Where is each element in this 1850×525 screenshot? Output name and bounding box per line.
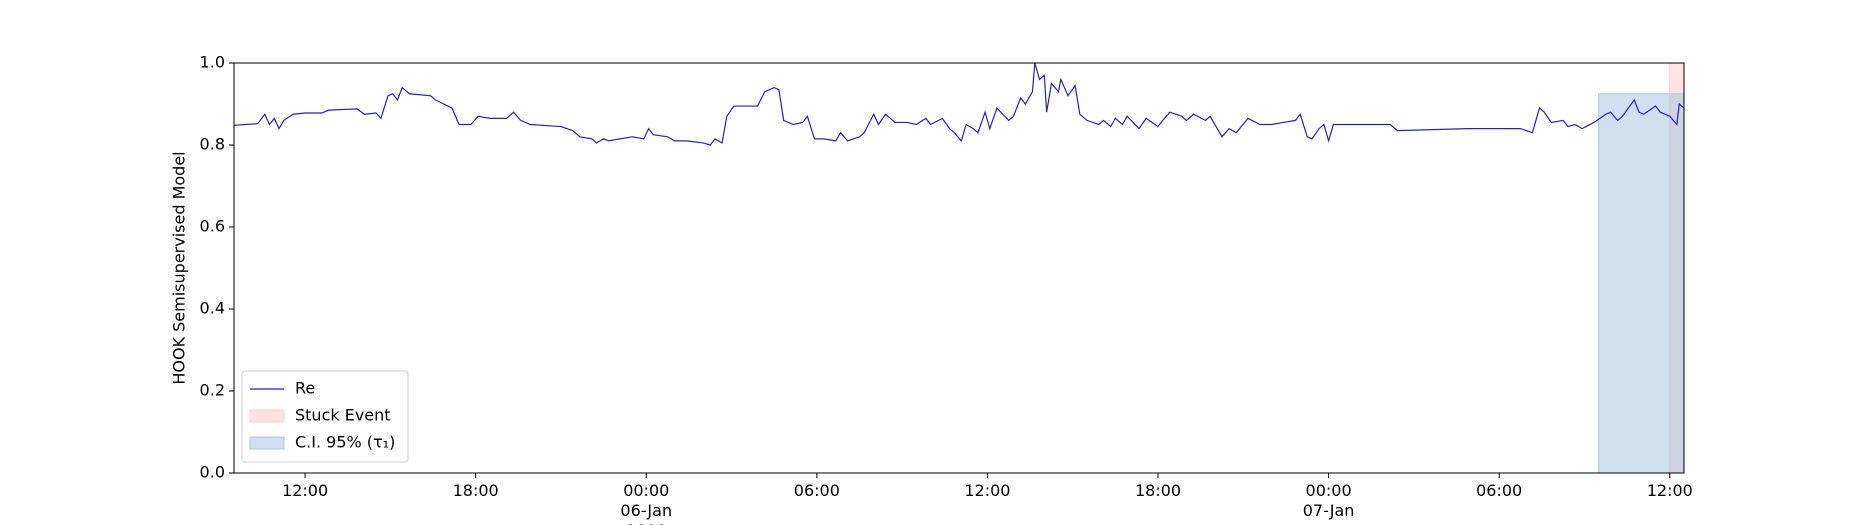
data-line: [233, 62, 1685, 146]
legend-label: Re: [295, 379, 315, 398]
axes-frame: [233, 62, 1685, 474]
y-tick-label: 0.6: [200, 217, 225, 236]
legend-patch: [249, 436, 285, 450]
legend-patch: [249, 409, 285, 423]
x-tick-label: 18:00: [452, 481, 499, 500]
y-tick-label: 1.0: [200, 53, 225, 72]
x-tick-label: 06:00: [1476, 481, 1523, 500]
legend-label: C.I. 95% (τ₁): [295, 433, 395, 452]
y-axis-label: HOOK Semisupervised Model: [170, 151, 189, 384]
y-tick-label: 0.2: [200, 381, 225, 400]
y-tick-label: 0.4: [200, 299, 225, 318]
x-tick-label: 00:00 07-Jan: [1302, 481, 1355, 520]
x-tick-label: 12:00: [1646, 481, 1693, 500]
y-tick-label: 0.8: [200, 135, 225, 154]
x-tick-label: 06:00: [793, 481, 840, 500]
legend-label: Stuck Event: [295, 406, 391, 425]
legend: Re Stuck Event C.I. 95% (τ₁): [241, 370, 409, 463]
span: [1598, 93, 1685, 474]
x-tick-label: 12:00: [964, 481, 1011, 500]
x-tick-label: 12:00: [282, 481, 329, 500]
x-tick-label: 18:00: [1134, 481, 1182, 500]
y-tick-label: 0.0: [200, 463, 225, 482]
x-tick-label: 00:00 06-Jan 1990: [620, 481, 673, 525]
